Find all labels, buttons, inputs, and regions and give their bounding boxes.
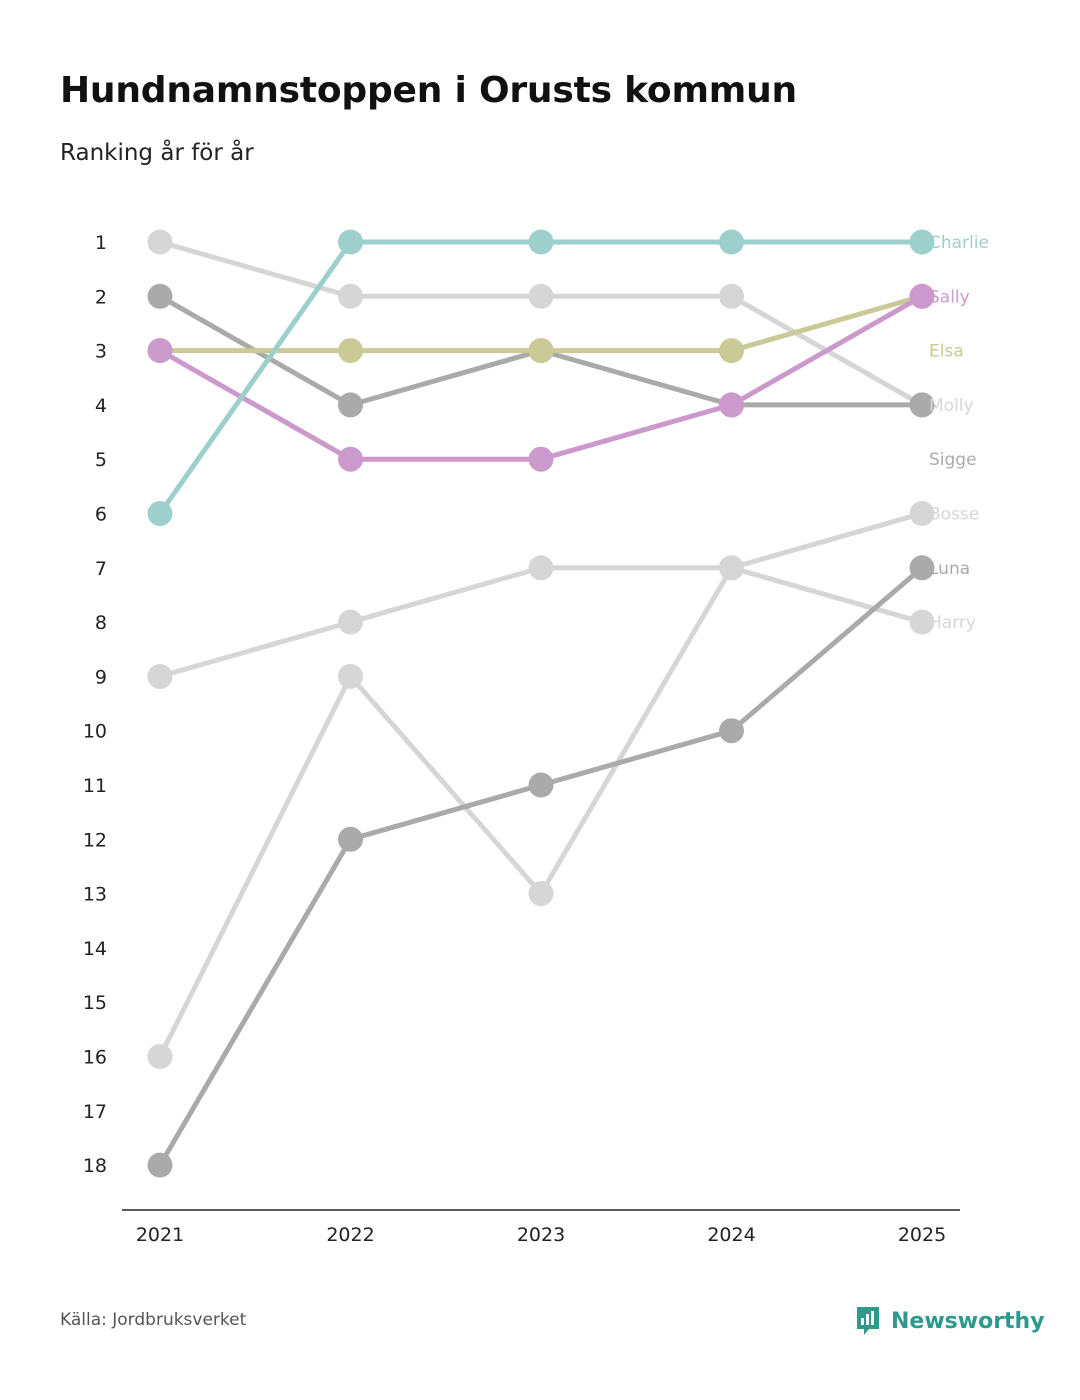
series-point-sally bbox=[147, 338, 173, 364]
source-note: Källa: Jordbruksverket bbox=[60, 1310, 247, 1330]
y-tick-label: 10 bbox=[83, 721, 107, 743]
series-point-sally bbox=[909, 283, 935, 309]
x-tick-label: 2022 bbox=[326, 1224, 374, 1246]
y-tick-label: 4 bbox=[95, 395, 107, 417]
series-point-harry bbox=[528, 881, 554, 907]
series-point-molly bbox=[719, 283, 744, 309]
series-label-charlie: Charlie bbox=[929, 233, 989, 253]
series-line-sally bbox=[157, 293, 925, 462]
series-point-luna bbox=[147, 1152, 173, 1178]
y-tick-label: 15 bbox=[83, 992, 107, 1014]
series-point-molly bbox=[147, 229, 173, 255]
chart-subtitle: Ranking år för år bbox=[60, 140, 254, 166]
y-tick-label: 12 bbox=[83, 829, 107, 851]
y-tick-label: 7 bbox=[95, 558, 107, 580]
series-line-molly bbox=[157, 239, 925, 408]
x-tick-label: 2025 bbox=[898, 1224, 946, 1246]
series-line-harry bbox=[157, 565, 925, 1059]
series-point-luna bbox=[528, 772, 554, 798]
series-labels: Charlie Sally Elsa Molly Sigge Bosse Luna Harry bbox=[929, 233, 989, 633]
series-point-elsa bbox=[719, 338, 744, 364]
series-point-charlie bbox=[719, 229, 744, 255]
series-label-harry: Harry bbox=[929, 613, 976, 633]
y-tick-label: 14 bbox=[83, 938, 107, 960]
brand-name: Newsworthy bbox=[891, 1308, 1045, 1334]
x-tick-label: 2021 bbox=[136, 1224, 184, 1246]
series-point-bosse bbox=[909, 501, 935, 526]
series-point-sigge bbox=[147, 283, 173, 309]
series-point-elsa bbox=[528, 338, 554, 364]
y-tick-label: 13 bbox=[83, 884, 107, 906]
series-point-charlie bbox=[528, 229, 554, 255]
series-point-harry bbox=[719, 555, 744, 581]
newsworthy-logo-icon bbox=[857, 1307, 879, 1335]
x-axis-ticks: 2021 2022 2023 2024 2025 bbox=[136, 1224, 946, 1246]
series-dots bbox=[147, 229, 935, 1178]
x-tick-label: 2024 bbox=[707, 1224, 755, 1246]
series-point-luna bbox=[719, 718, 744, 744]
series-point-sigge bbox=[909, 392, 935, 418]
series-point-luna bbox=[909, 555, 935, 581]
series-point-harry bbox=[338, 663, 363, 689]
y-tick-label: 5 bbox=[95, 449, 107, 471]
series-point-elsa bbox=[338, 338, 363, 364]
series-lines bbox=[157, 239, 925, 1168]
y-tick-label: 17 bbox=[83, 1101, 107, 1123]
y-tick-label: 1 bbox=[95, 232, 107, 254]
y-tick-label: 2 bbox=[95, 286, 107, 308]
series-point-sally bbox=[719, 392, 744, 418]
series-point-sally bbox=[338, 446, 363, 472]
series-point-sally bbox=[528, 446, 554, 472]
series-point-bosse bbox=[147, 663, 173, 689]
series-line-bosse bbox=[157, 511, 925, 679]
series-point-bosse bbox=[338, 609, 363, 635]
chart-title: Hundnamnstoppen i Orusts kommun bbox=[60, 70, 797, 111]
series-line-charlie bbox=[157, 239, 925, 516]
series-line-luna bbox=[157, 565, 925, 1168]
y-tick-label: 3 bbox=[95, 341, 107, 363]
series-label-bosse: Bosse bbox=[929, 505, 979, 525]
series-point-harry bbox=[909, 609, 935, 635]
y-tick-label: 8 bbox=[95, 612, 107, 634]
series-point-harry bbox=[147, 1044, 173, 1069]
series-point-sigge bbox=[338, 392, 363, 418]
y-tick-label: 18 bbox=[83, 1155, 107, 1177]
y-tick-label: 16 bbox=[83, 1047, 107, 1069]
series-point-molly bbox=[528, 283, 554, 309]
series-label-molly: Molly bbox=[929, 396, 974, 416]
series-point-charlie bbox=[147, 501, 173, 526]
y-tick-label: 9 bbox=[95, 666, 107, 688]
series-point-bosse bbox=[528, 555, 554, 581]
series-label-luna: Luna bbox=[929, 559, 970, 579]
series-label-elsa: Elsa bbox=[929, 342, 964, 362]
series-label-sigge: Sigge bbox=[929, 450, 977, 470]
y-tick-label: 11 bbox=[83, 775, 107, 797]
series-point-charlie bbox=[338, 229, 363, 255]
brand-logo-group[interactable]: Newsworthy bbox=[855, 1305, 1045, 1337]
y-tick-label: 6 bbox=[95, 504, 107, 526]
x-tick-label: 2023 bbox=[517, 1224, 565, 1246]
series-point-charlie bbox=[909, 229, 935, 255]
series-label-sally: Sally bbox=[929, 287, 970, 307]
series-point-molly bbox=[338, 283, 363, 309]
series-point-luna bbox=[338, 826, 363, 852]
